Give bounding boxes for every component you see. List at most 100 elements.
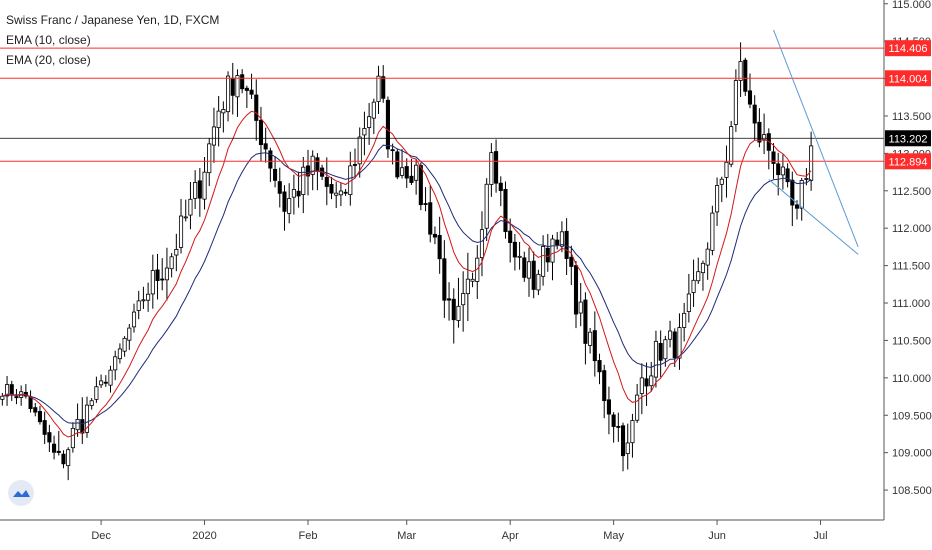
candle-body	[56, 450, 61, 453]
candle-body	[404, 166, 409, 179]
candle-body	[155, 269, 160, 281]
candle-body	[639, 377, 644, 394]
candle-body	[658, 342, 663, 361]
candle-body	[517, 255, 522, 258]
candle-body	[9, 384, 14, 396]
level-badge	[885, 40, 931, 57]
candle-body	[465, 278, 470, 295]
candle-body	[578, 301, 583, 314]
candle-body	[489, 152, 494, 185]
trendline[interactable]	[768, 179, 859, 255]
candle-body	[799, 180, 804, 209]
candle-body	[202, 171, 207, 200]
candle-body	[705, 248, 710, 266]
y-tick-label: 109.500	[892, 410, 932, 422]
candle-body	[432, 233, 437, 238]
y-tick-label: 111.500	[892, 261, 930, 273]
candle-body	[512, 241, 517, 258]
candle-body	[456, 305, 461, 321]
level-badge	[885, 70, 931, 87]
candle-body	[37, 411, 43, 423]
candle-body	[747, 90, 753, 105]
candle-body	[780, 166, 785, 176]
candle-body	[66, 449, 71, 467]
candle-body	[663, 339, 668, 360]
candle-body	[258, 119, 264, 146]
candle-body	[122, 337, 127, 352]
candle-body	[418, 165, 423, 206]
candle-body	[672, 331, 677, 359]
candle-body	[84, 404, 90, 433]
x-tick-label: 2020	[192, 530, 216, 542]
candle-body	[141, 299, 146, 302]
candle-body	[113, 356, 118, 371]
candle-body	[668, 330, 673, 340]
level-label: 112.894	[889, 156, 928, 168]
candle-body	[338, 190, 343, 196]
candle-body	[564, 230, 569, 259]
candle-body	[127, 327, 132, 341]
candle-body	[536, 273, 541, 291]
candle-body	[649, 375, 654, 387]
candle-body	[696, 271, 701, 282]
ema-10-line	[2, 110, 812, 438]
candle-body	[428, 202, 433, 235]
y-tick-label: 113.500	[892, 111, 931, 123]
candle-body	[447, 298, 452, 301]
candle-body	[390, 149, 395, 152]
candle-body	[131, 311, 137, 328]
candle-body	[221, 109, 226, 114]
y-tick-label: 112.500	[892, 186, 931, 198]
symbol-title[interactable]: Swiss Franc / Japanese Yen, 1D, FXCM	[6, 13, 220, 27]
tradingview-cloud-icon[interactable]	[8, 480, 34, 506]
candle-body	[240, 74, 245, 90]
candle-body	[484, 183, 489, 229]
ema-10-legend[interactable]: EMA (10, close)	[6, 33, 91, 47]
candle-body	[743, 59, 748, 92]
x-tick-label: Jun	[708, 530, 726, 542]
candle-body	[381, 76, 386, 99]
candle-body	[503, 188, 508, 232]
candle-body	[14, 396, 19, 399]
candle-body	[287, 198, 292, 214]
ema-20-legend[interactable]: EMA (20, close)	[6, 53, 91, 67]
candle-body	[423, 203, 428, 205]
candle-body	[494, 151, 499, 184]
candle-body	[545, 247, 550, 263]
candle-body	[164, 267, 169, 281]
last-price-label: 113.202	[889, 133, 928, 145]
level-label: 114.406	[889, 43, 928, 55]
candle-body	[550, 238, 555, 263]
y-tick-label: 110.000	[892, 373, 931, 385]
candle-body	[620, 425, 626, 457]
candle-body	[715, 185, 720, 213]
candle-body	[244, 87, 249, 91]
candle-body	[80, 419, 85, 434]
candle-body	[385, 99, 390, 150]
candle-body	[75, 418, 80, 431]
candle-body	[555, 239, 560, 246]
trendline[interactable]	[773, 29, 859, 248]
candle-body	[0, 395, 5, 400]
x-tick-label: Apr	[502, 530, 519, 542]
candle-body	[630, 420, 635, 444]
candle-body	[522, 257, 527, 278]
candle-body	[193, 182, 198, 199]
candle-body	[677, 327, 682, 359]
candle-body	[804, 178, 809, 180]
candle-body	[451, 298, 456, 321]
candle-body	[573, 265, 579, 315]
x-axis[interactable]: Dec 2020 Feb Mar Apr May Jun Jul	[91, 520, 828, 542]
candle-body	[635, 394, 640, 421]
candle-body	[644, 378, 649, 387]
candle-body	[606, 399, 611, 415]
candle-body	[371, 101, 376, 119]
candle-body	[207, 143, 212, 174]
candle-body	[226, 75, 231, 113]
candle-body	[277, 181, 282, 194]
candle-body	[479, 229, 485, 259]
candle-body	[169, 256, 174, 270]
trendlines	[768, 29, 859, 255]
candle-body	[263, 143, 268, 150]
